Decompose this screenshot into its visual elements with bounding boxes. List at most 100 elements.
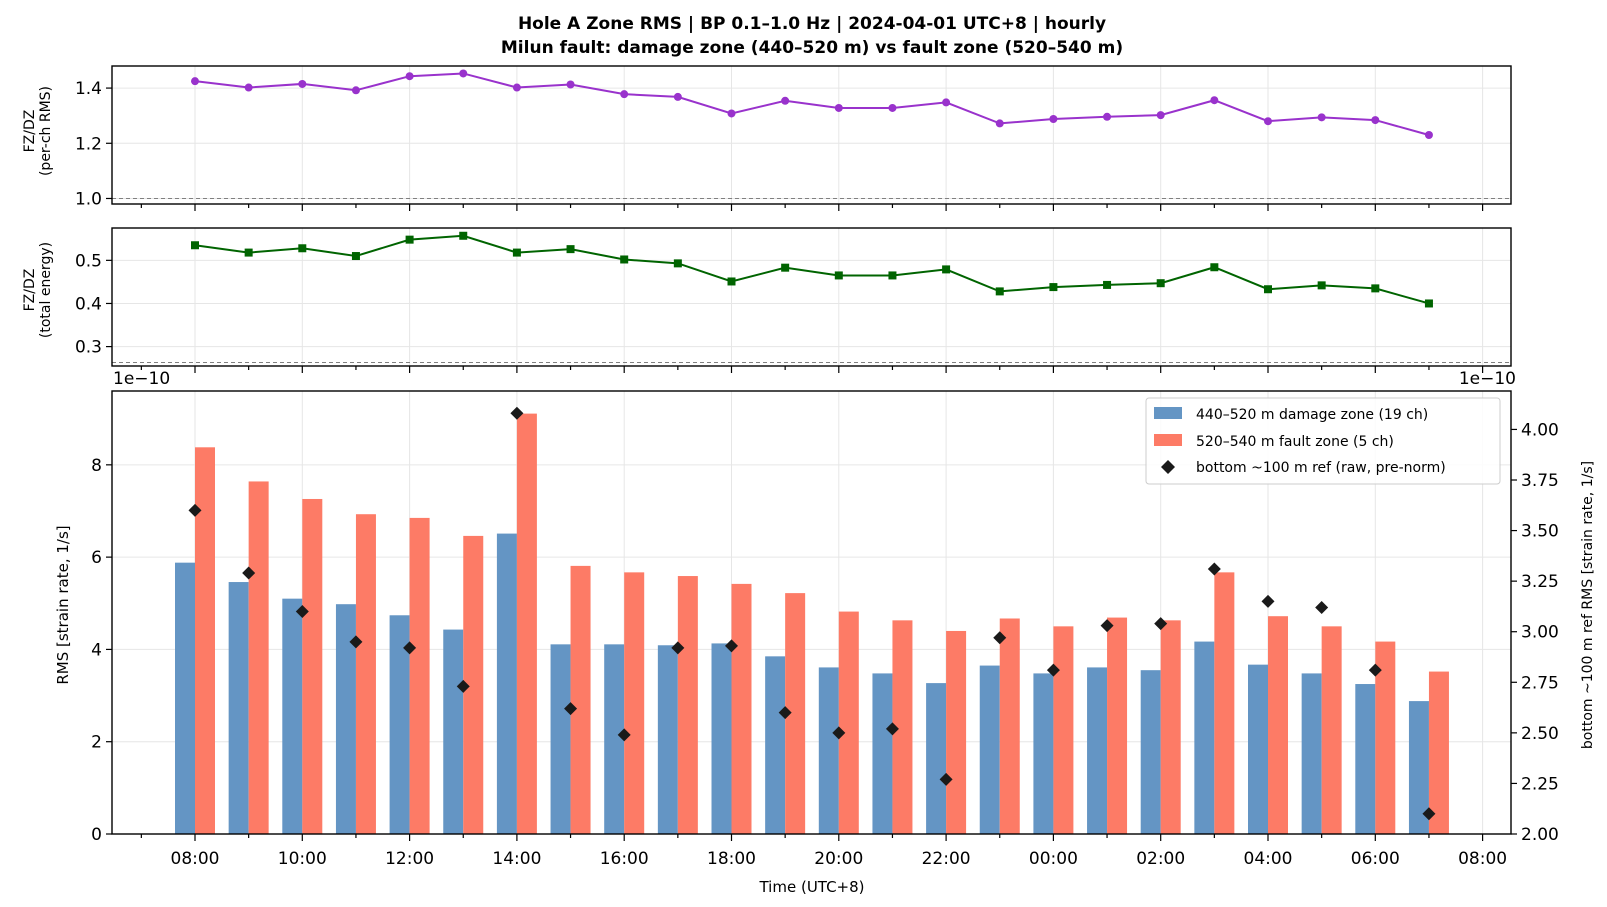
data-point — [298, 79, 307, 88]
ref-marker — [1422, 807, 1436, 821]
bar-fault-zone — [463, 535, 484, 834]
y-tick-label: 0.3 — [75, 338, 102, 358]
bar-fault-zone — [1107, 617, 1128, 834]
bar-damage-zone — [228, 582, 249, 834]
ratio-energy-axes-frame — [111, 227, 1512, 367]
data-point — [191, 241, 199, 250]
data-point — [1424, 299, 1433, 308]
data-point — [1049, 283, 1058, 292]
y2-tick-label: 2.75 — [1521, 673, 1559, 693]
bar-fault-zone — [731, 583, 752, 834]
ref-marker — [725, 639, 738, 653]
bar-damage-zone — [1355, 684, 1376, 834]
ref-marker — [939, 772, 953, 786]
legend-marker-ref — [1161, 460, 1175, 474]
data-point — [727, 109, 736, 118]
data-point — [1210, 96, 1219, 105]
rms-bar-xticks: 08:00 10:00 12:00 14:00 16:00 18:00 20:00 22:00… — [140, 834, 1507, 869]
ref-marker — [1046, 663, 1060, 677]
data-point — [566, 80, 575, 89]
data-point — [1317, 281, 1326, 290]
bar-damage-zone — [335, 604, 356, 834]
data-point — [191, 77, 199, 86]
ref-marker — [885, 722, 899, 736]
data-point — [888, 103, 897, 112]
bar-fault-zone — [1160, 620, 1181, 834]
ratio-rms-ylabel-line1: FZ/DZ — [22, 110, 38, 153]
x-tick-label: 08:00 — [1458, 849, 1507, 869]
ref-marker — [1261, 594, 1275, 608]
data-point — [244, 83, 253, 92]
data-point — [298, 244, 307, 253]
rms-bar-panel: 0 2 4 6 8 2.00 2.25 2.50 2.75 3.00 3.25 3.50 3.75 4.… — [54, 369, 1596, 896]
bar-damage-zone — [872, 673, 893, 834]
data-point — [888, 271, 897, 280]
ratio-energy-ylabel-line1: FZ/DZ — [22, 269, 38, 312]
ref-marker — [1154, 617, 1168, 631]
bar-damage-zone — [1033, 673, 1054, 834]
ref-marker — [564, 702, 578, 716]
ref-marker — [832, 726, 846, 740]
y-tick-label: 4 — [91, 640, 102, 660]
ref-marker — [1315, 600, 1329, 614]
bar-damage-zone — [443, 629, 464, 834]
ratio-energy-grid — [112, 228, 1511, 366]
bar-fault-zone — [570, 565, 591, 834]
legend-swatch-fault-zone — [1154, 434, 1182, 446]
ratio-energy-xticks — [140, 366, 1484, 373]
ref-marker — [1207, 562, 1221, 576]
bar-damage-zone — [604, 644, 625, 834]
x-tick-label: 14:00 — [492, 849, 541, 869]
y2-tick-label: 3.00 — [1521, 623, 1559, 643]
bar-fault-zone — [946, 630, 967, 834]
time-xlabel: Time (UTC+8) — [758, 878, 864, 896]
ref-marker — [617, 728, 631, 742]
bar-damage-zone — [926, 683, 947, 834]
legend-label-damage-zone: 440–520 m damage zone (19 ch) — [1196, 407, 1428, 423]
ratio-rms-points — [191, 69, 1433, 139]
bar-damage-zone — [1194, 641, 1215, 834]
y2-tick-label: 4.00 — [1521, 420, 1559, 440]
data-point — [727, 277, 736, 286]
bar-fault-zone — [785, 593, 806, 834]
rms-bars — [175, 413, 1449, 834]
data-point — [781, 96, 790, 105]
bar-fault-zone — [1375, 641, 1396, 834]
ratio-energy-panel: 0.3 0.4 0.5 FZ/DZ (total energy) — [22, 227, 1512, 373]
ref-marker — [349, 635, 363, 649]
ratio-rms-series-line — [194, 72, 1430, 136]
ref-marker — [295, 604, 309, 618]
bar-damage-zone — [1140, 670, 1161, 834]
data-point — [673, 259, 682, 268]
y-tick-label: 1.2 — [75, 134, 102, 154]
data-point — [1424, 131, 1433, 139]
data-point — [351, 252, 360, 261]
bar-fault-zone — [409, 517, 430, 834]
y-tick-label: 6 — [91, 548, 102, 568]
legend: 440–520 m damage zone (19 ch) 520–540 m … — [1145, 397, 1501, 485]
data-point — [1210, 263, 1219, 272]
data-point — [512, 248, 521, 257]
x-tick-label: 12:00 — [385, 849, 434, 869]
data-point — [405, 72, 414, 81]
bar-damage-zone — [657, 645, 678, 834]
x-tick-label: 16:00 — [600, 849, 649, 869]
bar-fault-zone — [838, 611, 859, 834]
ref-marker — [993, 631, 1007, 645]
data-point — [459, 69, 468, 78]
bar-fault-zone — [195, 447, 215, 834]
y-tick-label: 1.0 — [75, 189, 102, 209]
x-tick-label: 08:00 — [171, 849, 220, 869]
y2-tick-label: 2.50 — [1521, 724, 1559, 744]
data-point — [459, 231, 468, 240]
ratio-rms-panel: 1.0 1.2 1.4 FZ/DZ (per-ch RMS) — [22, 65, 1512, 211]
bar-damage-zone — [711, 643, 732, 834]
data-point — [620, 255, 629, 264]
rms-bar-axes-frame — [111, 390, 1512, 835]
data-point — [995, 119, 1004, 128]
x-tick-label: 06:00 — [1351, 849, 1400, 869]
ref-marker — [242, 566, 256, 580]
bar-fault-zone — [1428, 671, 1449, 834]
data-point — [620, 90, 629, 99]
